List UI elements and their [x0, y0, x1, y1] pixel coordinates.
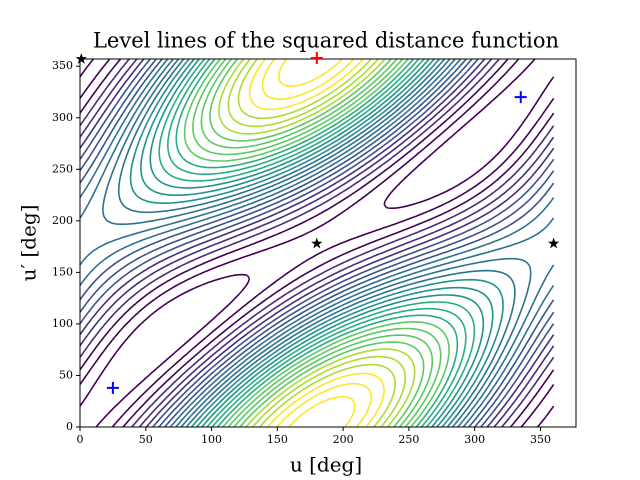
contour-line [140, 59, 494, 427]
contour-line [80, 59, 555, 427]
contour-line [149, 59, 485, 427]
contour-line [80, 59, 555, 427]
contour-line [237, 59, 396, 427]
contour-line [278, 59, 356, 427]
contour-line [80, 59, 555, 427]
x-tick-label: 300 [464, 433, 485, 446]
y-tick-label: 200 [52, 214, 73, 227]
y-tick-label: 0 [66, 420, 73, 433]
contour-line [209, 59, 425, 427]
contour-layer [80, 59, 555, 427]
star-marker [311, 237, 323, 249]
x-tick-label: 100 [201, 433, 222, 446]
y-tick-label: 100 [52, 317, 73, 330]
star-marker [75, 53, 87, 64]
x-tick-label: 0 [77, 433, 84, 446]
y-tick-label: 150 [52, 265, 73, 278]
y-axis-label: u′ [deg] [17, 205, 41, 282]
contour-line [183, 59, 450, 427]
contour-line [248, 59, 385, 427]
y-tick-label: 250 [52, 162, 73, 175]
y-tick-label: 350 [52, 59, 73, 72]
contour-line [227, 59, 406, 427]
x-axis-label: u [deg] [290, 453, 362, 477]
x-tick-label: 150 [267, 433, 288, 446]
contour-line [80, 59, 555, 427]
contour-line [129, 59, 504, 427]
y-tick-label: 300 [52, 111, 73, 124]
chart-title: Level lines of the squared distance func… [93, 29, 559, 53]
contour-line [175, 59, 459, 427]
contour-line [158, 59, 476, 427]
contour-line [192, 59, 442, 427]
contour-line [200, 59, 434, 427]
plot-frame [79, 58, 577, 428]
plus-marker [106, 381, 119, 394]
y-tick-label: 50 [59, 368, 73, 381]
plus-marker [310, 51, 323, 64]
contour-line [102, 59, 532, 427]
x-tick-label: 50 [139, 433, 153, 446]
contour-line [117, 59, 516, 427]
plus-marker [514, 91, 527, 104]
contour-line [80, 59, 555, 427]
x-tick-label: 200 [333, 433, 354, 446]
star-marker [547, 237, 560, 249]
x-tick-label: 250 [398, 433, 419, 446]
contour-line [218, 59, 416, 427]
contour-line [261, 59, 372, 427]
x-tick-label: 350 [530, 433, 551, 446]
contour-line [167, 59, 467, 427]
